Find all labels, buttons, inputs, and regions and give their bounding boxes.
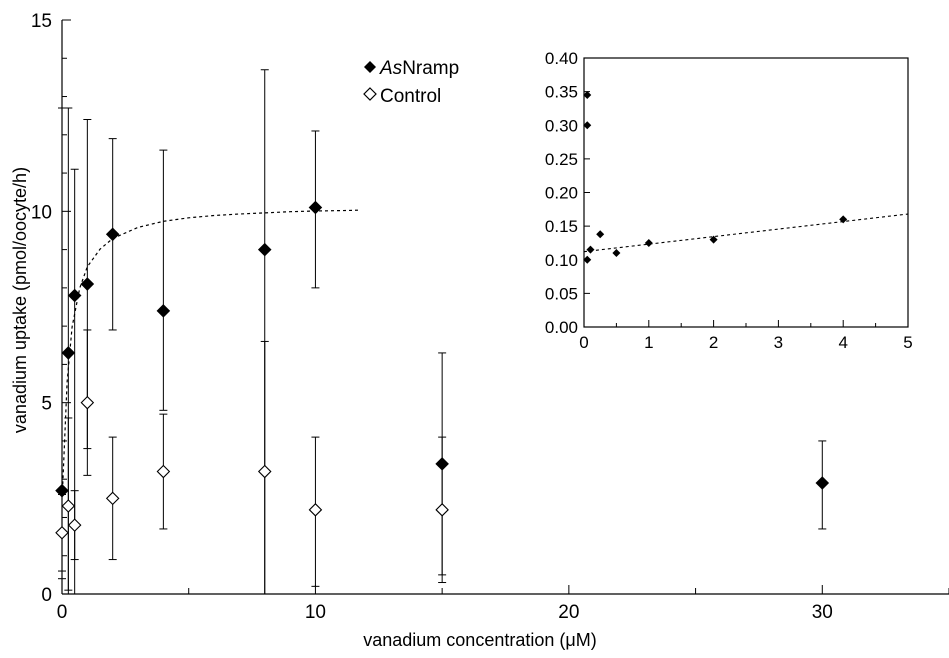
control-point bbox=[259, 466, 271, 478]
legend-marker-control bbox=[364, 88, 376, 100]
inset-y-tick-label: 0.00 bbox=[545, 318, 578, 337]
y-tick-label: 0 bbox=[41, 585, 52, 606]
x-tick-label: 20 bbox=[558, 602, 579, 623]
inset-y-tick-label: 0.05 bbox=[545, 284, 578, 303]
control-point bbox=[81, 397, 93, 409]
legend: AsNramp Control bbox=[364, 58, 459, 107]
inset-x-tick-label: 3 bbox=[774, 333, 783, 352]
asnramp-point bbox=[309, 202, 321, 214]
y-axis-label: vanadium uptake (pmol/oocyte/h) bbox=[10, 167, 30, 433]
inset-frame bbox=[584, 58, 908, 327]
legend-label-control: Control bbox=[380, 86, 441, 107]
inset-y-tick-label: 0.10 bbox=[545, 251, 578, 270]
fit-curve bbox=[63, 210, 359, 490]
inset-y-tick-label: 0.30 bbox=[545, 116, 578, 135]
inset-x-tick-label: 2 bbox=[709, 333, 718, 352]
control-point bbox=[62, 500, 74, 512]
control-point bbox=[309, 504, 321, 516]
y-tick-label: 10 bbox=[31, 202, 52, 223]
y-tick-label: 15 bbox=[31, 11, 52, 32]
inset-y-tick-label: 0.15 bbox=[545, 217, 578, 236]
asnramp-point bbox=[436, 458, 448, 470]
control-point bbox=[436, 504, 448, 516]
asnramp-point bbox=[259, 244, 271, 256]
control-point bbox=[157, 466, 169, 478]
x-axis-label: vanadium concentration (μM) bbox=[363, 630, 596, 650]
legend-label-asnramp: AsNramp bbox=[379, 58, 459, 79]
y-tick-label: 5 bbox=[41, 394, 52, 415]
inset-x-tick-label: 4 bbox=[838, 333, 847, 352]
inset-x-tick-label: 5 bbox=[903, 333, 912, 352]
control-point bbox=[56, 527, 68, 539]
asnramp-fit-curve bbox=[63, 210, 359, 490]
x-tick-label: 10 bbox=[305, 602, 326, 623]
asnramp-point bbox=[816, 477, 828, 489]
inset-y-tick-label: 0.40 bbox=[545, 49, 578, 68]
x-tick-label: 0 bbox=[57, 602, 68, 623]
inset-y-tick-label: 0.35 bbox=[545, 83, 578, 102]
asnramp-point bbox=[157, 305, 169, 317]
legend-marker-asnramp bbox=[364, 61, 376, 73]
x-tick-label: 30 bbox=[812, 602, 833, 623]
inset-y-ticks: 0.00 0.05 0.10 0.15 0.20 0.25 0.30 0.35 0.40 bbox=[545, 49, 590, 337]
inset-y-tick-label: 0.20 bbox=[545, 184, 578, 203]
asnramp-point bbox=[107, 228, 119, 240]
inset-x-tick-label: 1 bbox=[644, 333, 653, 352]
main-y-ticks: 0 5 10 15 bbox=[31, 11, 71, 606]
asnramp-point bbox=[62, 347, 74, 359]
asnramp-point bbox=[56, 485, 68, 497]
legend-label-asnramp-italic: As bbox=[379, 58, 403, 79]
legend-label-asnramp-rest: Nramp bbox=[402, 58, 459, 79]
inset-y-tick-label: 0.25 bbox=[545, 150, 578, 169]
control-point bbox=[107, 492, 119, 504]
control-point bbox=[69, 519, 81, 531]
main-x-ticks: 0 10 20 30 bbox=[57, 585, 949, 623]
inset-x-tick-label: 0 bbox=[579, 333, 588, 352]
